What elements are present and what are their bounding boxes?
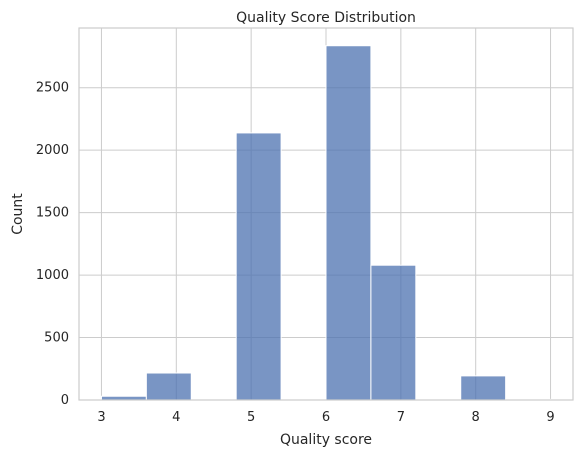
x-tick-label: 4 [172, 410, 180, 425]
x-axis-ticks: 3 4 5 6 7 8 9 [97, 410, 554, 425]
y-tick-label: 2000 [36, 143, 69, 158]
histogram-bar [460, 375, 507, 401]
y-tick-label: 0 [61, 393, 69, 408]
plot-frame [78, 27, 574, 401]
histogram-bars [100, 45, 552, 401]
histogram-bar [325, 45, 372, 401]
x-tick-label: 7 [397, 410, 405, 425]
x-tick-label: 5 [247, 410, 255, 425]
x-tick-label: 9 [546, 410, 554, 425]
histogram-bar [370, 264, 417, 401]
histogram-bar [145, 372, 192, 401]
y-tick-label: 500 [44, 331, 69, 346]
chart-title: Quality Score Distribution [236, 10, 416, 26]
x-tick-label: 3 [97, 410, 105, 425]
y-axis-ticks: 0 500 1000 1500 2000 2500 [36, 81, 69, 408]
x-tick-label: 8 [472, 410, 480, 425]
y-tick-label: 2500 [36, 81, 69, 96]
histogram-bar [235, 132, 282, 401]
y-tick-label: 1000 [36, 268, 69, 283]
y-tick-label: 1500 [36, 206, 69, 221]
x-axis-label: Quality score [280, 432, 372, 448]
y-axis-label: Count [10, 193, 26, 235]
x-tick-label: 6 [322, 410, 330, 425]
